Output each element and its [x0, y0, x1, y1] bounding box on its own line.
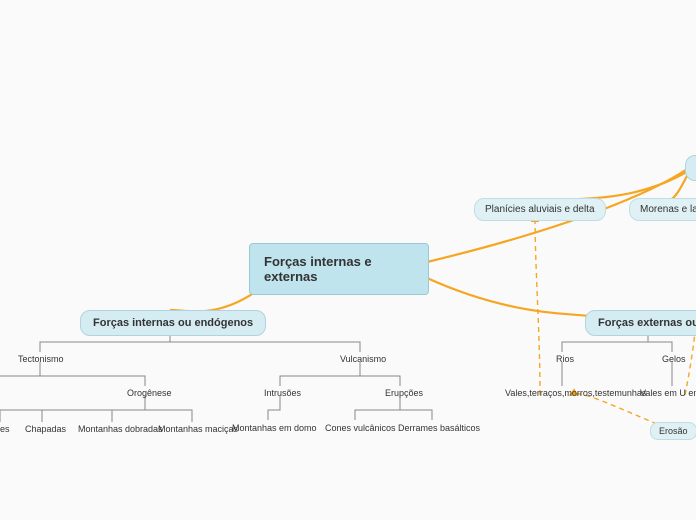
root-node[interactable]: Forças internas e externas	[249, 243, 429, 295]
node-valesU[interactable]: Vales em U em "cir	[640, 388, 696, 398]
node-erosao[interactable]: Erosão	[650, 422, 696, 440]
node-tectonismo[interactable]: Tectonismo	[18, 354, 64, 364]
edge-dash-moren	[685, 215, 696, 395]
node-vulcanismo[interactable]: Vulcanismo	[340, 354, 386, 364]
node-gelos[interactable]: Gelos	[662, 354, 686, 364]
edge-dash-aluv	[535, 215, 540, 395]
node-internas[interactable]: Forças internas ou endógenos	[80, 310, 266, 336]
node-rios[interactable]: Rios	[556, 354, 574, 364]
node-vales[interactable]: Vales,terraços,morros,testemunhas	[505, 388, 646, 398]
node-cones[interactable]: Cones vulcânicos	[325, 423, 396, 433]
node-erupcoes[interactable]: Erupções	[385, 388, 423, 398]
node-chapadas[interactable]: Chapadas	[25, 424, 66, 434]
node-orogenese[interactable]: Orogênese	[127, 388, 172, 398]
node-acum[interactable]: Ac	[685, 155, 696, 181]
edge-acum-aluv	[560, 170, 690, 200]
node-dobradas[interactable]: Montanhas dobradas	[78, 424, 163, 434]
node-morenas[interactable]: Morenas e lag	[629, 198, 696, 221]
edge-root-externas	[427, 278, 605, 318]
node-macicas[interactable]: Montanhas maciças	[158, 424, 238, 434]
edge-erosao-left	[570, 394, 657, 424]
mindmap-canvas: Forças internas e externas Forças intern…	[0, 0, 696, 520]
node-intrusoes[interactable]: Intrusões	[264, 388, 301, 398]
node-externas[interactable]: Forças externas ou ex	[585, 310, 696, 336]
node-ores[interactable]: ores	[0, 424, 10, 434]
node-domo[interactable]: Montanhas em domo	[232, 423, 317, 433]
node-derrames[interactable]: Derrames basálticos	[398, 423, 480, 433]
node-aluviais[interactable]: Planícies aluviais e delta	[474, 198, 606, 221]
